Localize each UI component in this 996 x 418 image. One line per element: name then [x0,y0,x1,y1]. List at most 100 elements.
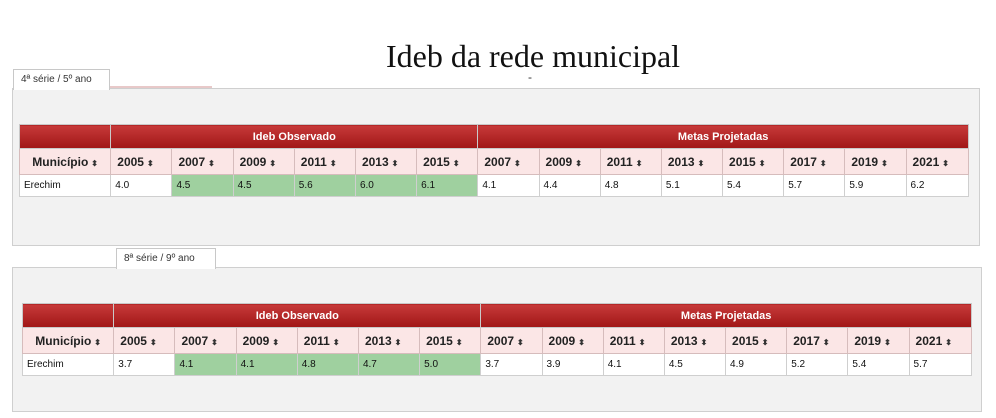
cell-goal: 4.8 [599,174,662,197]
column-header-goal-2009[interactable]: 2009 ⬍ [541,327,604,354]
column-header-municipio[interactable]: Município ⬍ [21,327,115,354]
cell-observed-highlighted: 4.1 [174,353,237,376]
ideb-table-9ano: Ideb Observado Metas Projetadas Municípi… [21,303,973,376]
group-header-goals: Metas Projetadas [480,303,972,328]
column-header-goal-2011[interactable]: 2011 ⬍ [602,327,665,354]
sort-arrows-icon: ⬍ [269,158,277,168]
sort-arrows-icon: ⬍ [329,158,337,168]
ideb-table-5ano: Ideb Observado Metas Projetadas Municípi… [18,124,970,197]
cell-goal: 5.4 [722,174,785,197]
sort-arrows-icon: ⬍ [881,158,888,168]
sort-arrows-icon: ⬍ [146,158,154,168]
sort-arrows-icon: ⬍ [514,158,521,168]
column-header-observed-2011[interactable]: 2011 ⬍ [293,148,356,175]
column-header-goal-2007[interactable]: 2007 ⬍ [480,327,543,354]
sort-arrows-icon: ⬍ [822,337,830,347]
column-header-observed-2009[interactable]: 2009 ⬍ [235,327,298,354]
cell-goal: 5.2 [786,353,849,376]
sort-arrows-icon: ⬍ [91,158,98,168]
cell-goal: 4.4 [538,174,601,197]
column-header-observed-2005[interactable]: 2005 ⬍ [113,327,176,354]
cell-observed-highlighted: 4.8 [296,353,359,376]
column-header-observed-2007[interactable]: 2007 ⬍ [171,148,234,175]
column-header-observed-2011[interactable]: 2011 ⬍ [296,327,359,354]
group-header-goals: Metas Projetadas [477,124,969,149]
cell-observed-highlighted: 6.0 [354,174,418,197]
sort-arrows-icon: ⬍ [455,337,463,347]
column-header-goal-2011[interactable]: 2011 ⬍ [599,148,662,175]
cell-goal: 5.7 [908,353,973,376]
column-header-goal-2015[interactable]: 2015 ⬍ [722,148,785,175]
cell-observed: 3.7 [113,353,176,376]
column-header-goal-2021[interactable]: 2021 ⬍ [905,148,970,175]
cell-observed-highlighted: 4.5 [171,174,234,197]
cell-goal: 4.5 [663,353,727,376]
cell-goal: 4.1 [602,353,665,376]
cell-goal: 6.2 [905,174,970,197]
column-header-municipio[interactable]: Município ⬍ [18,148,112,175]
column-header-observed-2013[interactable]: 2013 ⬍ [354,148,418,175]
sort-arrows-icon: ⬍ [761,337,769,347]
cell-goal: 5.7 [783,174,846,197]
column-header-goal-2009[interactable]: 2009 ⬍ [538,148,601,175]
group-header-row: Ideb Observado Metas Projetadas [18,124,969,149]
sort-arrows-icon: ⬍ [517,337,524,347]
cell-observed-highlighted: 5.6 [293,174,356,197]
cell-observed-highlighted: 4.7 [357,353,421,376]
sort-arrows-icon: ⬍ [945,337,952,347]
column-header-row: Município ⬍ 2005 ⬍ 2007 ⬍ 2009 ⬍ 2011 ⬍ 2013 ⬍… [21,327,973,354]
column-header-goal-2019[interactable]: 2019 ⬍ [847,327,910,354]
sort-arrows-icon: ⬍ [578,337,585,347]
cell-goal: 3.7 [480,353,543,376]
cell-goal: 4.1 [477,174,540,197]
cell-municipio: Erechim [18,174,112,197]
sort-arrows-icon: ⬍ [94,337,101,347]
cell-observed-highlighted: 4.5 [232,174,295,197]
cell-goal: 5.9 [844,174,907,197]
column-header-goal-2021[interactable]: 2021 ⬍ [908,327,973,354]
sort-arrows-icon: ⬍ [211,337,218,347]
column-header-observed-2005[interactable]: 2005 ⬍ [110,148,173,175]
column-header-observed-2015[interactable]: 2015 ⬍ [419,327,482,354]
group-header-observed: Ideb Observado [113,303,482,328]
group-header-blank [21,303,115,328]
sort-arrows-icon: ⬍ [452,158,460,168]
cell-goal: 5.1 [660,174,724,197]
sort-arrows-icon: ⬍ [700,337,708,347]
sort-arrows-icon: ⬍ [208,158,215,168]
column-header-observed-2015[interactable]: 2015 ⬍ [416,148,479,175]
group-header-observed: Ideb Observado [110,124,479,149]
sort-arrows-icon: ⬍ [149,337,157,347]
column-header-goal-2007[interactable]: 2007 ⬍ [477,148,540,175]
column-header-observed-2007[interactable]: 2007 ⬍ [174,327,237,354]
group-header-row: Ideb Observado Metas Projetadas [21,303,972,328]
sort-arrows-icon: ⬍ [819,158,827,168]
cell-observed-highlighted: 6.1 [416,174,479,197]
sort-arrows-icon: ⬍ [884,337,891,347]
sort-arrows-icon: ⬍ [942,158,949,168]
tab-5ano[interactable]: 4ª série / 5º ano [13,69,110,90]
column-header-goal-2017[interactable]: 2017 ⬍ [786,327,849,354]
column-header-goal-2019[interactable]: 2019 ⬍ [844,148,907,175]
sort-arrows-icon: ⬍ [391,158,399,168]
cell-observed-highlighted: 4.1 [235,353,298,376]
column-header-observed-2009[interactable]: 2009 ⬍ [232,148,295,175]
column-header-goal-2015[interactable]: 2015 ⬍ [725,327,788,354]
cell-goal: 5.4 [847,353,910,376]
sort-arrows-icon: ⬍ [272,337,280,347]
table-row: Erechim 3.7 4.1 4.1 4.8 4.7 5.0 3.7 3.9 … [21,353,973,376]
column-header-goal-2013[interactable]: 2013 ⬍ [660,148,724,175]
cell-goal: 3.9 [541,353,604,376]
cell-observed-highlighted: 5.0 [419,353,482,376]
group-header-blank [18,124,112,149]
column-header-goal-2013[interactable]: 2013 ⬍ [663,327,727,354]
column-header-observed-2013[interactable]: 2013 ⬍ [357,327,421,354]
column-header-goal-2017[interactable]: 2017 ⬍ [783,148,846,175]
title-dash: - [528,70,532,84]
column-header-row: Município ⬍ 2005 ⬍ 2007 ⬍ 2009 ⬍ 2011 ⬍ 2013 ⬍… [18,148,970,175]
sort-arrows-icon: ⬍ [697,158,705,168]
tab-9ano[interactable]: 8ª série / 9º ano [116,248,216,269]
table-row: Erechim 4.0 4.5 4.5 5.6 6.0 6.1 4.1 4.4 … [18,174,970,197]
page-title: Ideb da rede municipal [385,38,681,74]
sort-arrows-icon: ⬍ [758,158,766,168]
